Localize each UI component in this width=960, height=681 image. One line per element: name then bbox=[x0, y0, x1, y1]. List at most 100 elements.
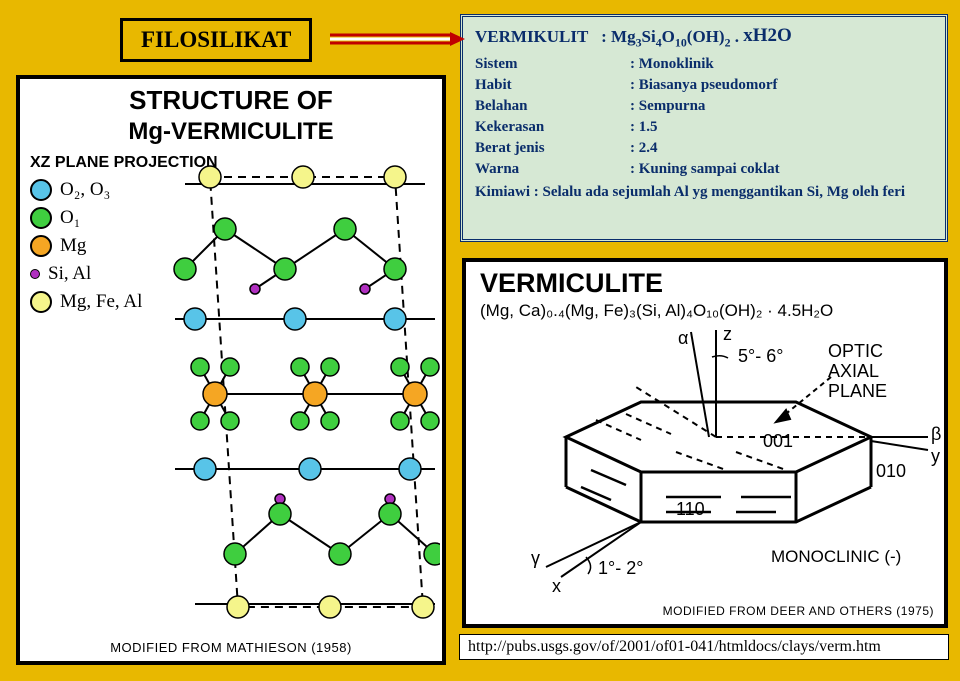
atom bbox=[184, 308, 206, 330]
atom bbox=[321, 412, 339, 430]
atom bbox=[199, 166, 221, 188]
atom bbox=[203, 382, 227, 406]
atom bbox=[191, 412, 209, 430]
title-box: FILOSILIKAT bbox=[120, 18, 312, 62]
info-box: VERMIKULIT : Mg3Si4O10(OH)2 . xH2O Siste… bbox=[460, 14, 948, 242]
atom bbox=[303, 382, 327, 406]
atom bbox=[412, 596, 434, 618]
atom bbox=[221, 358, 239, 376]
legend-row: Mg bbox=[30, 235, 142, 257]
y-label: y bbox=[931, 446, 940, 466]
atom bbox=[291, 358, 309, 376]
property-row: Habit: Biasanya pseudomorf bbox=[475, 75, 933, 96]
legend-swatch bbox=[30, 269, 40, 279]
atom bbox=[214, 218, 236, 240]
legend-label: Mg bbox=[60, 235, 86, 257]
prop-value: : 1.5 bbox=[630, 117, 933, 138]
crystal-figure: VERMICULITE (Mg, Ca)₀.₄(Mg, Fe)₃(Si, Al)… bbox=[462, 258, 948, 628]
structure-title-sub: Mg-VERMICULITE bbox=[20, 118, 442, 146]
atom bbox=[221, 412, 239, 430]
atom bbox=[391, 358, 409, 376]
atom bbox=[269, 503, 291, 525]
atom bbox=[319, 596, 341, 618]
structure-credit: MODIFIED FROM MATHIESON (1958) bbox=[20, 640, 442, 655]
atom bbox=[321, 358, 339, 376]
atom bbox=[360, 284, 370, 294]
atom bbox=[424, 543, 440, 565]
legend-label: O₂, O₃ bbox=[60, 179, 110, 201]
atom bbox=[403, 382, 427, 406]
optic-label-3: PLANE bbox=[828, 381, 887, 401]
atom bbox=[284, 308, 306, 330]
atom bbox=[194, 458, 216, 480]
mineral-formula: VERMIKULIT : Mg3Si4O10(OH)2 . xH2O bbox=[475, 25, 933, 50]
z-label: z bbox=[723, 324, 732, 344]
legend-row: O₂, O₃ bbox=[30, 179, 142, 201]
crystal-title: VERMICULITE bbox=[480, 268, 944, 299]
atom bbox=[384, 308, 406, 330]
atom bbox=[191, 358, 209, 376]
legend-row: Mg, Fe, Al bbox=[30, 291, 142, 313]
legend-label: Mg, Fe, Al bbox=[60, 291, 142, 313]
property-list: Sistem: MonoklinikHabit: Biasanya pseudo… bbox=[475, 54, 933, 180]
property-row: Belahan: Sempurna bbox=[475, 96, 933, 117]
property-row: Berat jenis: 2.4 bbox=[475, 138, 933, 159]
atom bbox=[224, 543, 246, 565]
atom bbox=[384, 258, 406, 280]
structure-figure: STRUCTURE OF Mg-VERMICULITE XZ PLANE PRO… bbox=[16, 75, 446, 665]
gamma-label: γ bbox=[531, 548, 540, 568]
structure-diagram bbox=[165, 159, 440, 629]
atom-legend: O₂, O₃ O₁ Mg Si, Al Mg, Fe, Al bbox=[30, 179, 142, 319]
angle-bot: 1°- 2° bbox=[598, 558, 643, 578]
legend-swatch bbox=[30, 179, 52, 201]
kimiawi-text: Kimiawi : Selalu ada sejumlah Al yg meng… bbox=[475, 182, 933, 203]
beta-label: β bbox=[931, 424, 941, 444]
atom bbox=[174, 258, 196, 280]
atom bbox=[292, 166, 314, 188]
prop-value: : Sempurna bbox=[630, 96, 933, 117]
legend-row: O₁ bbox=[30, 207, 142, 229]
legend-swatch bbox=[30, 235, 52, 257]
atom bbox=[334, 218, 356, 240]
legend-label: Si, Al bbox=[48, 263, 91, 285]
crystal-system: MONOCLINIC (-) bbox=[771, 547, 901, 566]
atom bbox=[250, 284, 260, 294]
property-row: Sistem: Monoklinik bbox=[475, 54, 933, 75]
atom bbox=[399, 458, 421, 480]
optic-label-2: AXIAL bbox=[828, 361, 879, 381]
prop-label: Sistem bbox=[475, 54, 630, 75]
atom bbox=[291, 412, 309, 430]
prop-value: : 2.4 bbox=[630, 138, 933, 159]
atom bbox=[421, 412, 439, 430]
legend-swatch bbox=[30, 291, 52, 313]
legend-swatch bbox=[30, 207, 52, 229]
atom bbox=[227, 596, 249, 618]
x-label: x bbox=[552, 576, 561, 596]
prop-label: Habit bbox=[475, 75, 630, 96]
alpha-label: α bbox=[678, 328, 688, 348]
atom bbox=[391, 412, 409, 430]
connector-arrow bbox=[330, 32, 465, 46]
face-010: 010 bbox=[876, 461, 906, 481]
face-110: 110 bbox=[676, 499, 705, 519]
optic-label: OPTIC bbox=[828, 341, 883, 361]
property-row: Warna: Kuning sampai coklat bbox=[475, 159, 933, 180]
crystal-credit: MODIFIED FROM DEER AND OTHERS (1975) bbox=[663, 604, 934, 618]
angle-top: 5°- 6° bbox=[738, 346, 783, 366]
legend-row: Si, Al bbox=[30, 263, 142, 285]
atom bbox=[384, 166, 406, 188]
atom bbox=[299, 458, 321, 480]
title-text: FILOSILIKAT bbox=[141, 27, 291, 52]
face-001: 001 bbox=[763, 431, 793, 451]
prop-label: Berat jenis bbox=[475, 138, 630, 159]
prop-value: : Kuning sampai coklat bbox=[630, 159, 933, 180]
crystal-diagram: α z 5°- 6° OPTIC AXIAL PLANE 001 110 010… bbox=[476, 322, 942, 602]
structure-title-main: STRUCTURE OF bbox=[20, 85, 442, 116]
crystal-formula: (Mg, Ca)₀.₄(Mg, Fe)₃(Si, Al)₄O₁₀(OH)₂ · … bbox=[480, 301, 944, 321]
prop-value: : Monoklinik bbox=[630, 54, 933, 75]
atom bbox=[329, 543, 351, 565]
prop-value: : Biasanya pseudomorf bbox=[630, 75, 933, 96]
prop-label: Belahan bbox=[475, 96, 630, 117]
prop-label: Warna bbox=[475, 159, 630, 180]
prop-label: Kekerasan bbox=[475, 117, 630, 138]
